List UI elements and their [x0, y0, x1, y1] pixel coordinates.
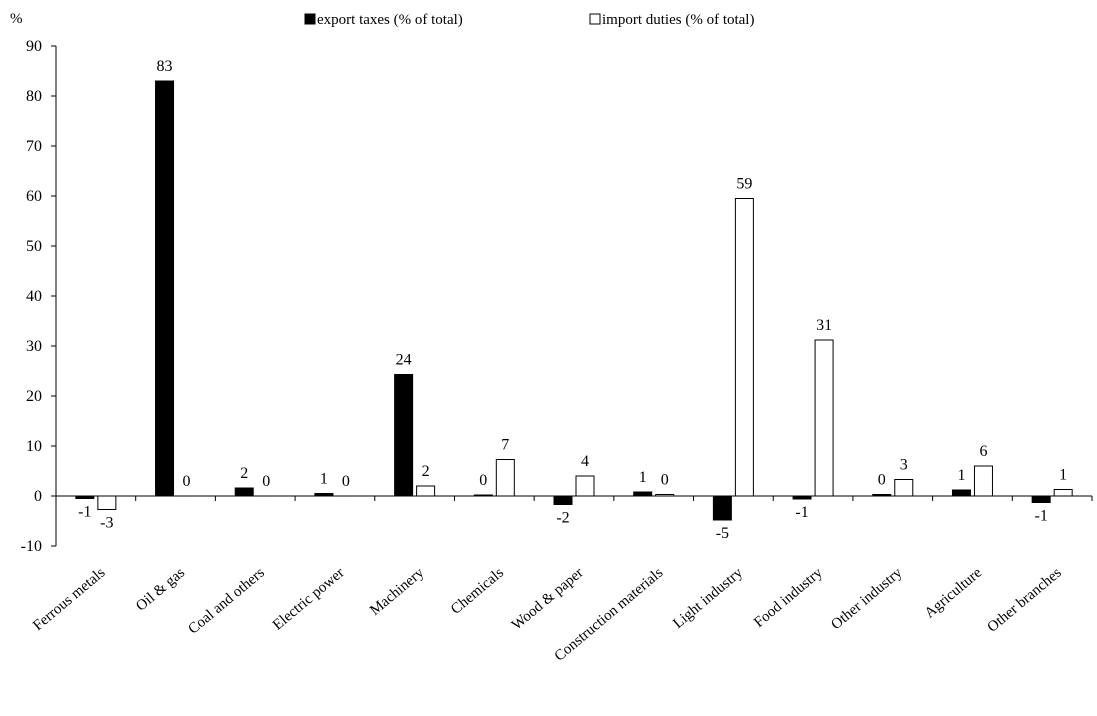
data-label: 0 — [878, 472, 886, 489]
y-tick-label: 20 — [26, 388, 42, 405]
x-tick-label: Agriculture — [922, 565, 986, 622]
data-label: 59 — [736, 176, 752, 193]
export-bar — [792, 495, 812, 500]
export-bar — [1031, 495, 1051, 503]
import-bar — [894, 479, 914, 497]
data-label: -2 — [556, 510, 569, 527]
y-tick-label: 50 — [26, 238, 42, 255]
data-label: 0 — [342, 473, 350, 490]
legend-label-import: import duties (% of total) — [602, 12, 754, 28]
y-tick-label: 70 — [26, 138, 42, 155]
legend-label-export: export taxes (% of total) — [317, 12, 463, 28]
y-tick-label: 10 — [26, 438, 42, 455]
import-bar — [655, 494, 675, 497]
data-label: 24 — [396, 352, 412, 369]
y-tick-label: -10 — [21, 538, 42, 555]
x-tick-label: Oil & gas — [133, 565, 188, 615]
y-tick-label: 80 — [26, 88, 42, 105]
data-label: -1 — [1034, 508, 1047, 525]
import-bar — [734, 198, 754, 497]
y-tick-label: 90 — [26, 38, 42, 55]
x-axis — [55, 495, 1093, 501]
data-label: -5 — [716, 525, 729, 542]
export-bar — [155, 80, 175, 497]
y-tick-label: 0 — [34, 488, 42, 505]
import-bar — [97, 495, 117, 510]
export-bar — [951, 489, 971, 497]
import-bar — [495, 459, 515, 497]
import-bar — [575, 475, 595, 497]
data-label: -3 — [100, 515, 113, 532]
y-tick-label: 30 — [26, 338, 42, 355]
export-bar — [553, 495, 573, 505]
data-label: 1 — [1059, 467, 1067, 484]
export-bar — [75, 495, 95, 499]
export-bar — [314, 493, 334, 497]
export-bar — [712, 495, 732, 521]
data-label: 3 — [900, 457, 908, 474]
y-axis: -10 0 10 20 30 40 50 60 70 80 90 — [21, 38, 57, 555]
legend: export taxes (% of total) import duties … — [304, 12, 754, 28]
x-tick-label: Light industry — [670, 564, 746, 631]
import-bar — [973, 465, 993, 497]
data-label: 83 — [157, 58, 173, 75]
data-label: 0 — [479, 472, 487, 489]
data-label: 1 — [320, 471, 328, 488]
data-label: 0 — [661, 472, 669, 489]
import-bar — [1053, 489, 1073, 497]
x-tick-label: Food industry — [751, 564, 826, 630]
export-bar — [473, 494, 493, 497]
data-label: 0 — [262, 473, 270, 490]
x-tick-label: Other industry — [828, 564, 905, 633]
y-tick-label: 60 — [26, 188, 42, 205]
data-label: 1 — [639, 469, 647, 486]
x-tick-label: Electric power — [270, 565, 348, 634]
export-bar — [394, 374, 414, 497]
data-label: 2 — [240, 465, 248, 482]
data-label: 2 — [422, 463, 430, 480]
y-tick-label: 40 — [26, 288, 42, 305]
export-bar — [234, 487, 254, 497]
import-bar — [416, 485, 436, 497]
x-tick-label: Ferrous metals — [30, 565, 108, 634]
import-bar — [814, 339, 834, 497]
data-label: 6 — [979, 443, 987, 460]
x-tick-label: Chemicals — [448, 565, 507, 618]
data-label: 4 — [581, 453, 589, 470]
x-tick-label: Coal and others — [185, 565, 268, 638]
data-label: 31 — [816, 317, 832, 334]
y-unit-label: % — [10, 11, 23, 27]
x-tick-label: Machinery — [367, 564, 427, 618]
export-bar — [872, 494, 892, 497]
data-label: -1 — [795, 504, 808, 521]
legend-swatch-import — [589, 13, 601, 25]
data-label: 7 — [501, 437, 509, 454]
x-tick-label: Other branches — [985, 565, 1065, 636]
data-label: 1 — [957, 467, 965, 484]
x-tick-label: Wood & paper — [509, 565, 587, 634]
bars — [75, 80, 1073, 521]
export-bar — [633, 491, 653, 497]
data-label: -1 — [78, 504, 91, 521]
legend-swatch-export — [304, 13, 316, 25]
data-label: 0 — [183, 473, 191, 490]
